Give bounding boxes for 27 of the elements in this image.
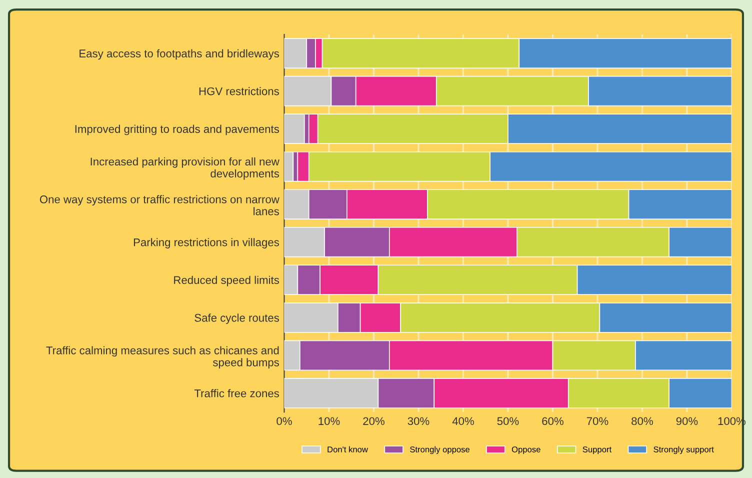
y-tick-label: Safe cycle routes <box>194 314 279 324</box>
x-tick-label: 30% <box>408 417 430 426</box>
x-tick-label: 0% <box>276 417 292 426</box>
y-tick-label: HGV restrictions <box>199 87 279 96</box>
y-tick-label: Easy access to footpaths and bridleways <box>80 49 280 60</box>
y-tick-label: Increased parking provision for all new developments <box>90 157 280 180</box>
y-tick-label: Traffic calming measures such as chicanes and speed bumps <box>46 346 279 369</box>
legend-label: Strongly oppose <box>410 446 470 454</box>
y-tick-label: Parking restrictions in villages <box>134 238 279 248</box>
x-tick-label: 60% <box>542 417 564 426</box>
legend-label: Support <box>582 446 612 454</box>
legend-label: Oppose <box>512 446 540 454</box>
x-tick-label: 50% <box>497 417 519 426</box>
x-tick-label: 20% <box>363 417 384 426</box>
y-tick-label: Reduced speed limits <box>174 276 279 286</box>
x-tick-label: 70% <box>586 417 608 426</box>
bar <box>284 151 294 182</box>
y-tick-label: One way systems or traffic restrictions on narrow lanes <box>40 195 280 216</box>
x-tick-label: 80% <box>632 417 653 426</box>
y-tick-label: Traffic free zones <box>194 389 279 398</box>
y-tick-label: Improved gritting to roads and pavements <box>75 124 280 136</box>
legend-label: Don't know <box>328 446 368 452</box>
x-tick-label: 40% <box>452 417 474 426</box>
x-tick-label: 10% <box>318 417 340 426</box>
x-tick-label: 90% <box>676 417 698 426</box>
bar <box>284 114 305 144</box>
legend-label: Strongly support <box>654 446 714 454</box>
